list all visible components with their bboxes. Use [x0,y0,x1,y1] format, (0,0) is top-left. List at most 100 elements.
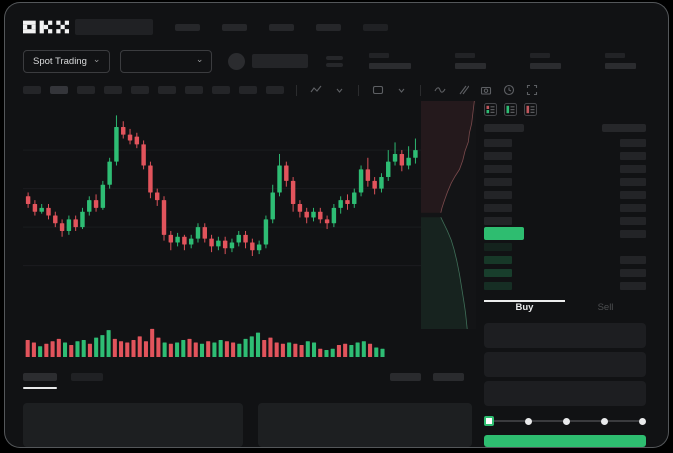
timeframe-button[interactable] [239,86,257,94]
bottom-action-placeholder[interactable] [390,373,421,382]
bid-amount-placeholder [620,268,646,277]
depth-profile [421,101,476,329]
chevron-down-icon: ⌄ [92,53,101,64]
stat-label-placeholder [455,53,476,58]
bid-row[interactable] [484,240,646,253]
slider-stop[interactable] [563,417,570,425]
ask-row[interactable] [484,162,646,175]
bid-amount-placeholder [620,281,646,290]
app-window: Spot Trading ⌄ ⌄ [4,2,669,448]
book-asks-icon[interactable] [524,103,537,116]
slider-handle[interactable] [484,416,494,426]
depth-svg [421,101,476,329]
ask-row[interactable] [484,136,646,149]
chevron-down-icon[interactable] [394,84,408,97]
chevron-down-icon[interactable] [332,84,346,97]
market-type-selector[interactable]: Spot Trading ⌄ [23,49,111,73]
bottom-tabs [23,373,478,394]
ask-row[interactable] [484,175,646,188]
nav-item-placeholder[interactable] [316,23,341,31]
timeframe-button[interactable] [104,86,122,94]
timeframe-button[interactable] [23,86,41,94]
bottom-action-placeholder[interactable] [433,373,464,382]
orderbook-header [484,124,646,132]
bottom-tab-active[interactable] [23,373,57,390]
main-area: Buy Sell [5,101,668,447]
bid-row[interactable] [484,266,646,279]
order-input-placeholder[interactable] [484,323,646,348]
chevron-down-icon: ⌄ [195,53,204,64]
draw-icon[interactable] [456,84,470,97]
toolbar-divider [296,84,297,96]
stat-value-placeholder [455,63,487,69]
slider-stop[interactable] [525,417,532,425]
book-bids-icon[interactable] [504,103,517,116]
book-combined-icon[interactable] [484,103,497,116]
ask-amount-placeholder [620,190,646,199]
ask-row[interactable] [484,149,646,162]
ticker-stats [369,53,637,69]
ask-row[interactable] [484,214,646,227]
order-input-placeholder[interactable] [484,352,646,377]
pair-selector[interactable]: ⌄ [120,49,213,73]
last-price-row[interactable] [484,227,646,240]
amount-slider[interactable] [484,416,646,426]
candlestick-svg [23,115,476,267]
nav-item-placeholder[interactable] [363,23,388,31]
okx-logo-icon[interactable] [23,20,69,34]
tab-buy[interactable]: Buy [484,300,565,315]
overlay-icon[interactable] [371,84,385,97]
indicator-icon[interactable] [309,84,323,97]
nav-item-placeholder[interactable] [269,23,294,31]
ask-amount-placeholder [620,203,646,212]
trade-sidebar: Buy Sell [478,101,668,447]
orders-panel-placeholder [23,403,243,447]
timeframe-button[interactable] [131,86,149,94]
stat-value-placeholder [530,63,562,69]
bottom-tab-actions [390,373,464,382]
ticker-stat [369,53,412,69]
pair-name-placeholder [252,54,309,68]
timeframe-button[interactable] [212,86,230,94]
ask-price-placeholder [484,216,512,225]
ask-price-placeholder [484,151,512,160]
pair-coin-icon[interactable] [228,52,246,70]
last-price-placeholder [326,55,344,67]
clock-icon[interactable] [502,84,516,97]
camera-icon[interactable] [479,84,493,97]
ticker-stat [455,53,487,69]
bottom-tab-inactive[interactable] [71,373,103,382]
trade-tabs: Buy Sell [484,300,646,315]
nav-item-placeholder[interactable] [175,23,200,31]
bid-amount-placeholder [620,255,646,264]
bid-price-placeholder [484,242,512,251]
line-style-icon[interactable] [433,84,447,97]
order-input-placeholder[interactable] [484,381,646,406]
toolbar-divider [358,84,359,96]
price-chart[interactable] [23,103,478,317]
ask-row[interactable] [484,188,646,201]
slider-stop[interactable] [601,417,608,425]
fullscreen-icon[interactable] [525,84,539,97]
timeframe-button[interactable] [50,86,68,94]
nav-item-placeholder[interactable] [222,23,247,31]
ask-amount-placeholder [620,164,646,173]
bid-row[interactable] [484,253,646,266]
buy-button[interactable] [484,435,646,447]
order-inputs [484,323,646,406]
timeframe-buttons [23,86,284,94]
timeframe-button[interactable] [77,86,95,94]
slider-stop[interactable] [639,417,646,425]
timeframe-button[interactable] [266,86,284,94]
stat-label-placeholder [369,53,390,58]
ask-price-placeholder [484,164,512,173]
timeframe-button[interactable] [185,86,203,94]
orderbook-bids [484,240,646,292]
ask-price-placeholder [484,190,512,199]
timeframe-button[interactable] [158,86,176,94]
ask-row[interactable] [484,201,646,214]
bid-row[interactable] [484,279,646,292]
ticker-stat [605,53,637,69]
tab-sell[interactable]: Sell [597,302,614,313]
slider-stops [484,416,646,426]
